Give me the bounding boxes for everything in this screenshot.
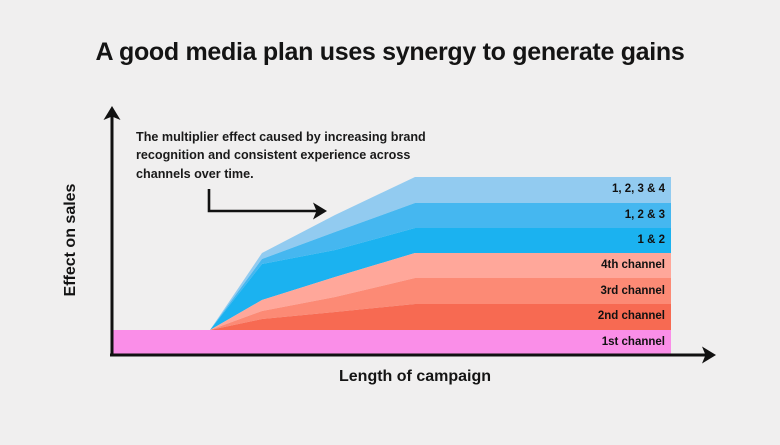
band-label-123: 1, 2 & 3 [624, 209, 665, 221]
area-band-12 [210, 228, 671, 330]
annotation-text: The multiplier effect caused by increasi… [136, 130, 426, 181]
area-band-123 [210, 203, 671, 330]
band-label-ch4: 4th channel [601, 259, 665, 271]
band-label-ch3: 3rd channel [600, 285, 665, 297]
page-title: A good media plan uses synergy to genera… [95, 38, 685, 66]
band-label-ch2: 2nd channel [597, 310, 665, 322]
area-band-ch1 [112, 330, 671, 355]
annotation-arrowhead-icon [313, 202, 327, 220]
area-band-ch2 [210, 304, 671, 330]
band-label-12: 1 & 2 [637, 234, 666, 246]
band-label-ch1: 1st channel [601, 336, 665, 348]
annotation-arrow [207, 189, 318, 213]
y-axis-arrowhead [103, 106, 121, 120]
area-band-ch4 [210, 253, 671, 330]
area-band-1234 [210, 177, 671, 330]
band-label-1234: 1, 2, 3 & 4 [611, 183, 665, 195]
x-axis-arrowhead [702, 346, 716, 364]
x-axis-label: Length of campaign [339, 368, 491, 385]
